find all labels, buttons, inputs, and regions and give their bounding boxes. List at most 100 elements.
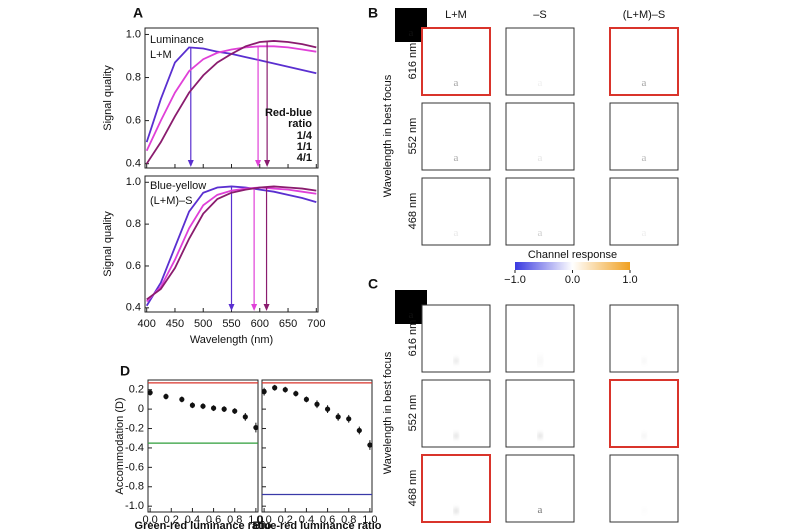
image-cell (609, 177, 679, 246)
axes-frame (261, 379, 373, 513)
cell-letter: a (538, 227, 543, 239)
x-tick-label: 0.8 (341, 514, 356, 526)
x-tick-label: 0.4 (185, 514, 200, 526)
panel-label: B (368, 5, 378, 21)
row-label: 552 nm (407, 395, 419, 432)
image-cell (505, 454, 575, 523)
line-series (145, 40, 317, 165)
data-point (335, 414, 341, 420)
y-axis-label: Wavelength in best focus (382, 74, 394, 197)
cell-letter: a (642, 429, 647, 441)
cell-letter: a (642, 152, 647, 164)
row-label: 616 nm (407, 320, 419, 357)
line-series (145, 45, 317, 152)
cell-letter: a (454, 152, 459, 164)
cell-letter: a (454, 77, 459, 89)
image-cell (609, 304, 679, 373)
image-cell (609, 379, 679, 448)
x-tick-label: 0.6 (320, 514, 335, 526)
colorbar-tick-label: −1.0 (504, 274, 526, 286)
image-cell (421, 177, 491, 246)
legend-entry: 4/1 (297, 152, 312, 164)
x-axis-label: Green-red luminance ratio (135, 520, 272, 530)
colorbar-title: Channel response (528, 249, 617, 261)
data-point (200, 403, 206, 409)
x-tick-label: 550 (222, 318, 240, 330)
legend-entry: 1/4 (297, 130, 313, 142)
cell-letter: a (642, 354, 647, 366)
x-axis-label: Wavelength (nm) (190, 334, 273, 346)
peak-arrow-head (263, 304, 270, 311)
image-cell (505, 27, 575, 96)
image-cell (421, 102, 491, 171)
y-axis-label: Wavelength in best focus (382, 351, 394, 474)
x-tick-label: 0.8 (227, 514, 242, 526)
y-axis-label: Signal quality (102, 65, 114, 131)
data-point (314, 401, 320, 407)
cell-letter: a (538, 429, 543, 441)
annotation: Blue-yellow (150, 180, 206, 192)
legend-entry: 1/1 (297, 141, 312, 153)
peak-arrow-head (228, 304, 235, 311)
data-point (179, 396, 185, 403)
y-tick-label: -0.4 (125, 442, 144, 454)
y-tick-label: 1.0 (126, 176, 141, 188)
cell-letter: a (454, 227, 459, 239)
data-point (147, 390, 153, 396)
image-cell (609, 454, 679, 523)
colorbar-tick-label: 0.0 (565, 274, 580, 286)
panel-label: A (133, 5, 143, 21)
cell-letter: a (454, 354, 459, 366)
data-point (163, 393, 169, 400)
colorbar (515, 262, 630, 270)
row-label: 468 nm (407, 193, 419, 230)
cell-letter: a (454, 504, 459, 516)
y-tick-label: -0.8 (125, 481, 144, 493)
image-cell (421, 27, 491, 96)
data-point (242, 414, 248, 420)
y-tick-label: -1.0 (125, 500, 144, 512)
cell-letter: a (642, 504, 647, 516)
image-cell (505, 304, 575, 373)
data-point (293, 390, 299, 397)
x-tick-label: 0.0 (256, 514, 271, 526)
image-cell (505, 379, 575, 448)
data-point (346, 416, 352, 422)
colorbar-tick-label: 1.0 (622, 274, 637, 286)
axes-frame (147, 379, 259, 513)
y-tick-label: 0 (138, 403, 144, 415)
annotation: (L+M)–S (150, 195, 193, 207)
x-tick-label: 0.2 (164, 514, 179, 526)
x-tick-label: 0.2 (278, 514, 293, 526)
x-tick-label: 450 (166, 318, 184, 330)
y-tick-label: 0.4 (126, 158, 141, 170)
data-point (221, 406, 227, 412)
cell-letter: a (538, 152, 543, 164)
data-point (303, 396, 310, 403)
x-tick-label: 400 (138, 318, 156, 330)
panel-label: D (120, 363, 130, 379)
x-tick-label: 500 (194, 318, 212, 330)
cell-letter: a (454, 429, 459, 441)
column-header: –S (533, 9, 546, 21)
image-cell (421, 304, 491, 373)
cell-letter: a (538, 77, 543, 89)
y-tick-label: 0.6 (126, 260, 141, 272)
y-tick-label: 0.2 (129, 384, 144, 396)
annotation: Luminance (150, 34, 204, 46)
data-point (356, 427, 362, 434)
data-point (261, 389, 267, 395)
x-tick-label: 650 (279, 318, 297, 330)
row-label: 552 nm (407, 118, 419, 155)
y-axis-label: Accommodation (D) (114, 397, 126, 494)
image-cell (505, 102, 575, 171)
y-tick-label: -0.6 (125, 461, 144, 473)
y-tick-label: 0.6 (126, 115, 141, 127)
y-tick-label: 0.8 (126, 218, 141, 230)
x-tick-label: 0.6 (206, 514, 221, 526)
cell-letter: a (642, 227, 647, 239)
cell-letter: a (538, 504, 543, 516)
icon-letter: a (409, 27, 414, 39)
image-cell (421, 454, 491, 523)
